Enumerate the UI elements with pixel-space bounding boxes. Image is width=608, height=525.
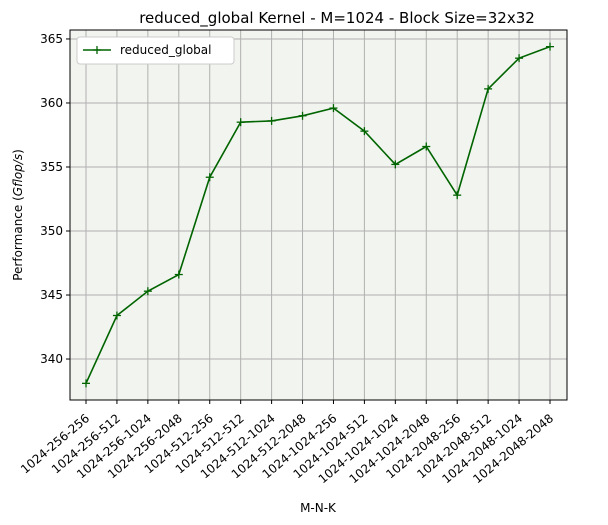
data-point: [484, 84, 493, 93]
data-point: [329, 104, 338, 113]
data-point: [298, 111, 307, 120]
y-axis: 340 345 350 355 360 365: [40, 32, 70, 366]
data-point: [267, 116, 276, 125]
data-point: [391, 160, 400, 169]
data-point: [422, 142, 431, 151]
y-axis-label-prefix: Performance (: [11, 196, 25, 281]
data-point: [360, 127, 369, 136]
data-point: [236, 118, 245, 127]
data-point: [174, 270, 183, 279]
legend-marker: [93, 46, 101, 54]
y-tick-label: 345: [40, 288, 63, 302]
chart-title: reduced_global Kernel - M=1024 - Block S…: [139, 9, 535, 28]
y-tick-label: 340: [40, 352, 63, 366]
data-point: [453, 191, 462, 200]
legend-label: reduced_global: [120, 43, 211, 57]
data-point: [143, 287, 152, 296]
x-axis-label: M-N-K: [300, 501, 337, 515]
x-axis: 1024-256-2561024-256-5121024-256-1024102…: [18, 400, 556, 486]
data-point: [205, 173, 214, 182]
y-tick-label: 355: [40, 160, 63, 174]
y-axis-label-suffix: ): [11, 149, 25, 154]
data-point: [546, 42, 554, 51]
y-axis-label: Performance (Gflop/s): [11, 149, 25, 281]
legend-box: [76, 36, 235, 65]
data-point: [112, 311, 121, 320]
plot-frame: [69, 29, 568, 401]
data-point: [515, 54, 524, 63]
series-line: [85, 45, 551, 384]
grid-lines: [70, 30, 567, 400]
y-tick-label: 360: [40, 96, 63, 110]
data-point: [82, 379, 90, 388]
plot-area: [70, 30, 567, 400]
series-layer: [82, 42, 554, 388]
legend: reduced_global: [76, 36, 235, 65]
y-tick-label: 365: [40, 32, 63, 46]
y-tick-label: 350: [40, 224, 63, 238]
y-axis-label-unit: Gflop/s: [11, 154, 25, 196]
